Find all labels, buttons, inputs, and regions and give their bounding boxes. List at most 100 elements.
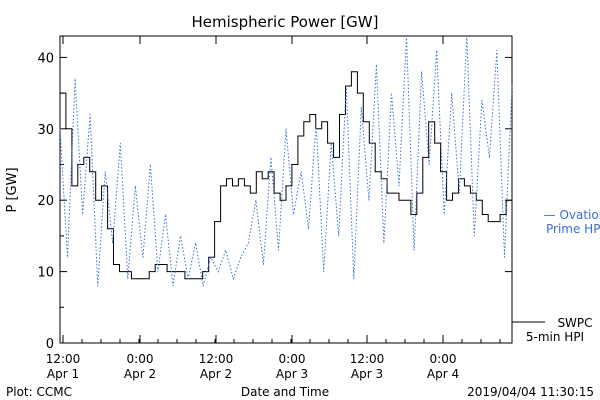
data-point-ovation [119,142,121,144]
x-tick-label-date: Apr 1 [47,367,79,381]
data-point-swpc [291,164,293,165]
data-point-ovation [338,235,340,237]
data-point-swpc [505,199,507,201]
data-point-swpc [285,185,287,187]
data-point-ovation [195,242,197,244]
x-tick-label-time: 0:00 [430,352,457,366]
legend-swpc-line1: SWPC [557,316,592,330]
x-tick-label-date: Apr 3 [351,367,383,381]
data-point-ovation [398,185,400,187]
data-point-swpc [196,278,198,280]
data-point-swpc [339,114,340,115]
data-point-swpc [232,185,233,187]
data-point-ovation [308,228,310,230]
data-point-ovation [353,278,355,280]
data-point-swpc [452,192,453,194]
data-point-swpc [136,278,138,280]
data-point-swpc [148,271,150,273]
x-tick-label-time: 0:00 [279,352,306,366]
data-point-ovation [270,156,272,158]
data-point-ovation [323,271,325,273]
data-point-ovation [112,242,114,244]
data-point-swpc [422,156,424,158]
data-point-ovation [134,185,136,187]
data-point-ovation [511,85,513,87]
data-point-ovation [142,256,144,258]
legend-swpc-line2: 5-min HPI [526,330,584,344]
y-tick-label: 0 [46,337,54,352]
series-line-ovation [59,35,513,287]
legend: — Ovation Prime HPI SWPC 5-min HPI [512,208,600,344]
data-point-swpc [59,92,61,94]
data-point-swpc [267,171,269,173]
data-point-ovation [443,214,445,215]
data-point-ovation [330,142,332,144]
data-point-swpc [303,121,305,123]
data-point-ovation [232,278,234,280]
data-point-ovation [488,156,490,158]
data-point-ovation [300,171,302,173]
x-tick-label-date: Apr 2 [200,367,232,381]
data-point-ovation [240,256,242,258]
data-point-swpc [71,185,73,187]
x-tick-label-time: 12:00 [199,352,234,366]
data-point-swpc [89,171,91,173]
legend-ovation-line2: Prime HPI [546,222,600,236]
data-point-swpc [101,185,103,187]
data-point-ovation [345,85,347,87]
data-point-swpc [160,264,162,265]
x-tick-label-time: 0:00 [127,352,154,366]
data-point-ovation [180,235,181,237]
data-point-swpc [333,156,335,158]
data-point-swpc [184,278,186,280]
x-tick-label-time: 12:00 [46,352,81,366]
data-point-swpc [249,192,251,194]
x-tick-label-time: 12:00 [350,352,385,366]
data-point-swpc [261,178,263,180]
data-point-swpc [446,199,448,201]
data-point-ovation [157,271,159,273]
plot-credit: Plot: CCMC [6,385,72,399]
data-point-swpc [410,214,412,215]
data-point-swpc [416,192,418,194]
data-point-ovation [473,235,475,237]
data-point-ovation [383,242,385,244]
data-point-swpc [481,214,483,215]
data-point-swpc [178,271,180,273]
data-point-swpc [499,214,501,215]
data-point-swpc [309,114,311,115]
y-tick-label: 10 [37,266,54,281]
data-point-swpc [243,185,245,187]
data-point-swpc [237,178,239,180]
data-point-swpc [65,128,67,130]
data-point-ovation [172,285,174,287]
data-point-swpc [154,264,156,265]
data-point-swpc [463,185,465,187]
data-point-swpc [469,192,471,194]
data-point-swpc [434,142,436,144]
data-point-ovation [210,256,212,258]
plot-timestamp: 2019/04/04 11:30:15 [467,385,594,399]
data-point-ovation [293,214,294,215]
data-point-ovation [149,164,151,165]
data-point-swpc [113,264,114,265]
y-tick-label: 30 [37,123,54,138]
x-tick-label-date: Apr 3 [276,367,308,381]
legend-ovation-line1: — Ovation [544,208,600,222]
data-point-swpc [130,278,132,280]
data-point-ovation [74,78,76,80]
data-point-ovation [428,164,430,165]
data-point-swpc [487,221,489,223]
data-point-ovation [82,214,84,215]
data-point-ovation [285,128,287,130]
data-point-ovation [375,64,377,66]
data-point-swpc [345,85,346,87]
data-point-swpc [226,178,227,180]
data-point-swpc [77,164,79,165]
data-point-ovation [466,35,468,37]
data-point-swpc [440,171,442,173]
data-point-ovation [360,106,362,108]
data-point-swpc [321,121,323,123]
data-point-ovation [127,278,129,280]
